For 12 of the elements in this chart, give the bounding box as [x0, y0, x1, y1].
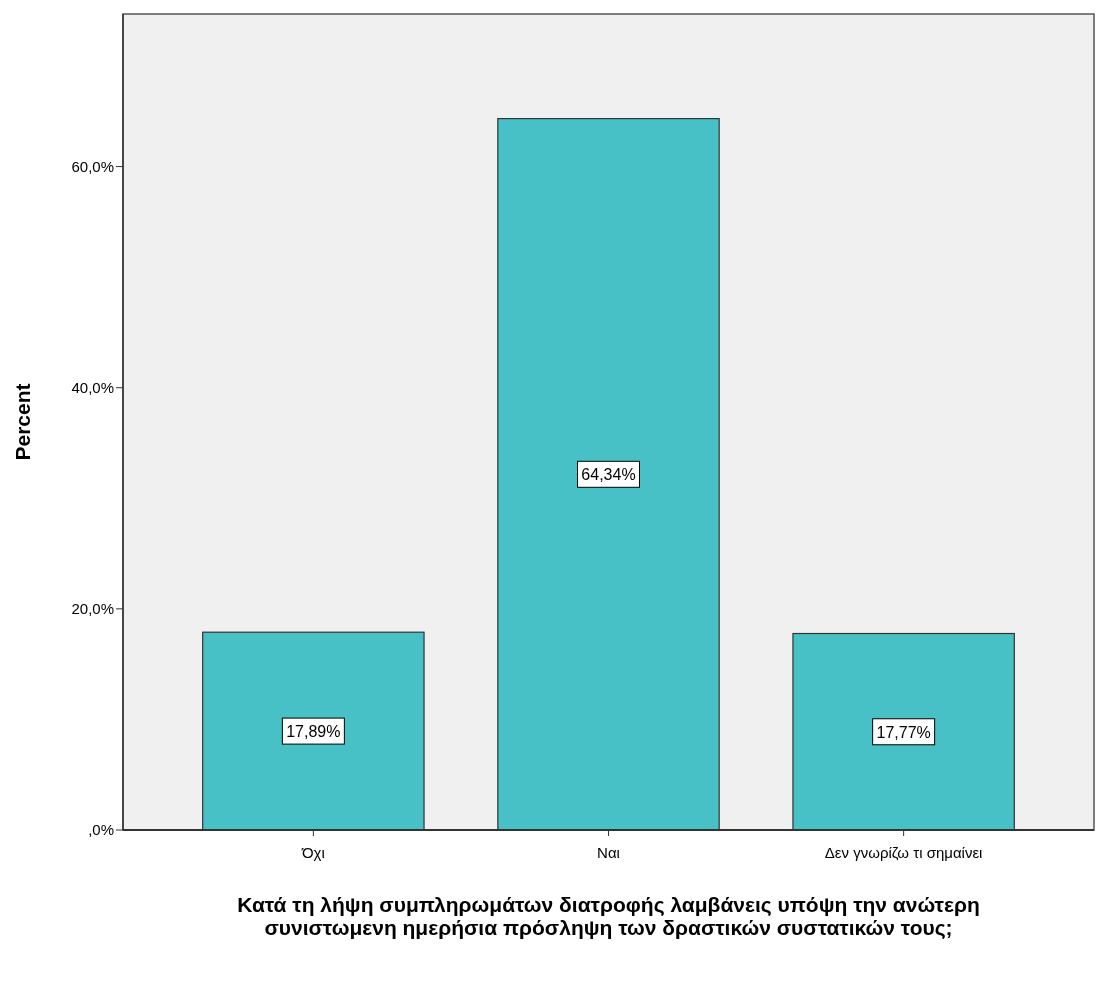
x-tick-label: Όχι [300, 844, 325, 861]
y-tick-label: 60,0% [71, 157, 114, 175]
y-tick-label: 20,0% [71, 599, 114, 617]
y-axis-title: Percent [11, 383, 34, 461]
data-label: 64,34% [581, 466, 636, 484]
x-axis-title: Κατά τη λήψη συμπληρωμάτων διατροφής λαμβάνεις υπόψη την ανώτερη συνιστωμενη ημερήσια πρόσληψη των δραστικών συστατικών τους; [237, 893, 980, 940]
data-label: 17,89% [286, 723, 341, 741]
x-tick-label: Δεν γνωρίζω τι σημαίνει [824, 844, 983, 861]
data-label: 17,77% [876, 723, 931, 741]
y-tick-label: 40,0% [71, 378, 114, 396]
y-tick-label: ,0% [88, 821, 114, 838]
x-tick-label: Ναι [597, 844, 620, 861]
